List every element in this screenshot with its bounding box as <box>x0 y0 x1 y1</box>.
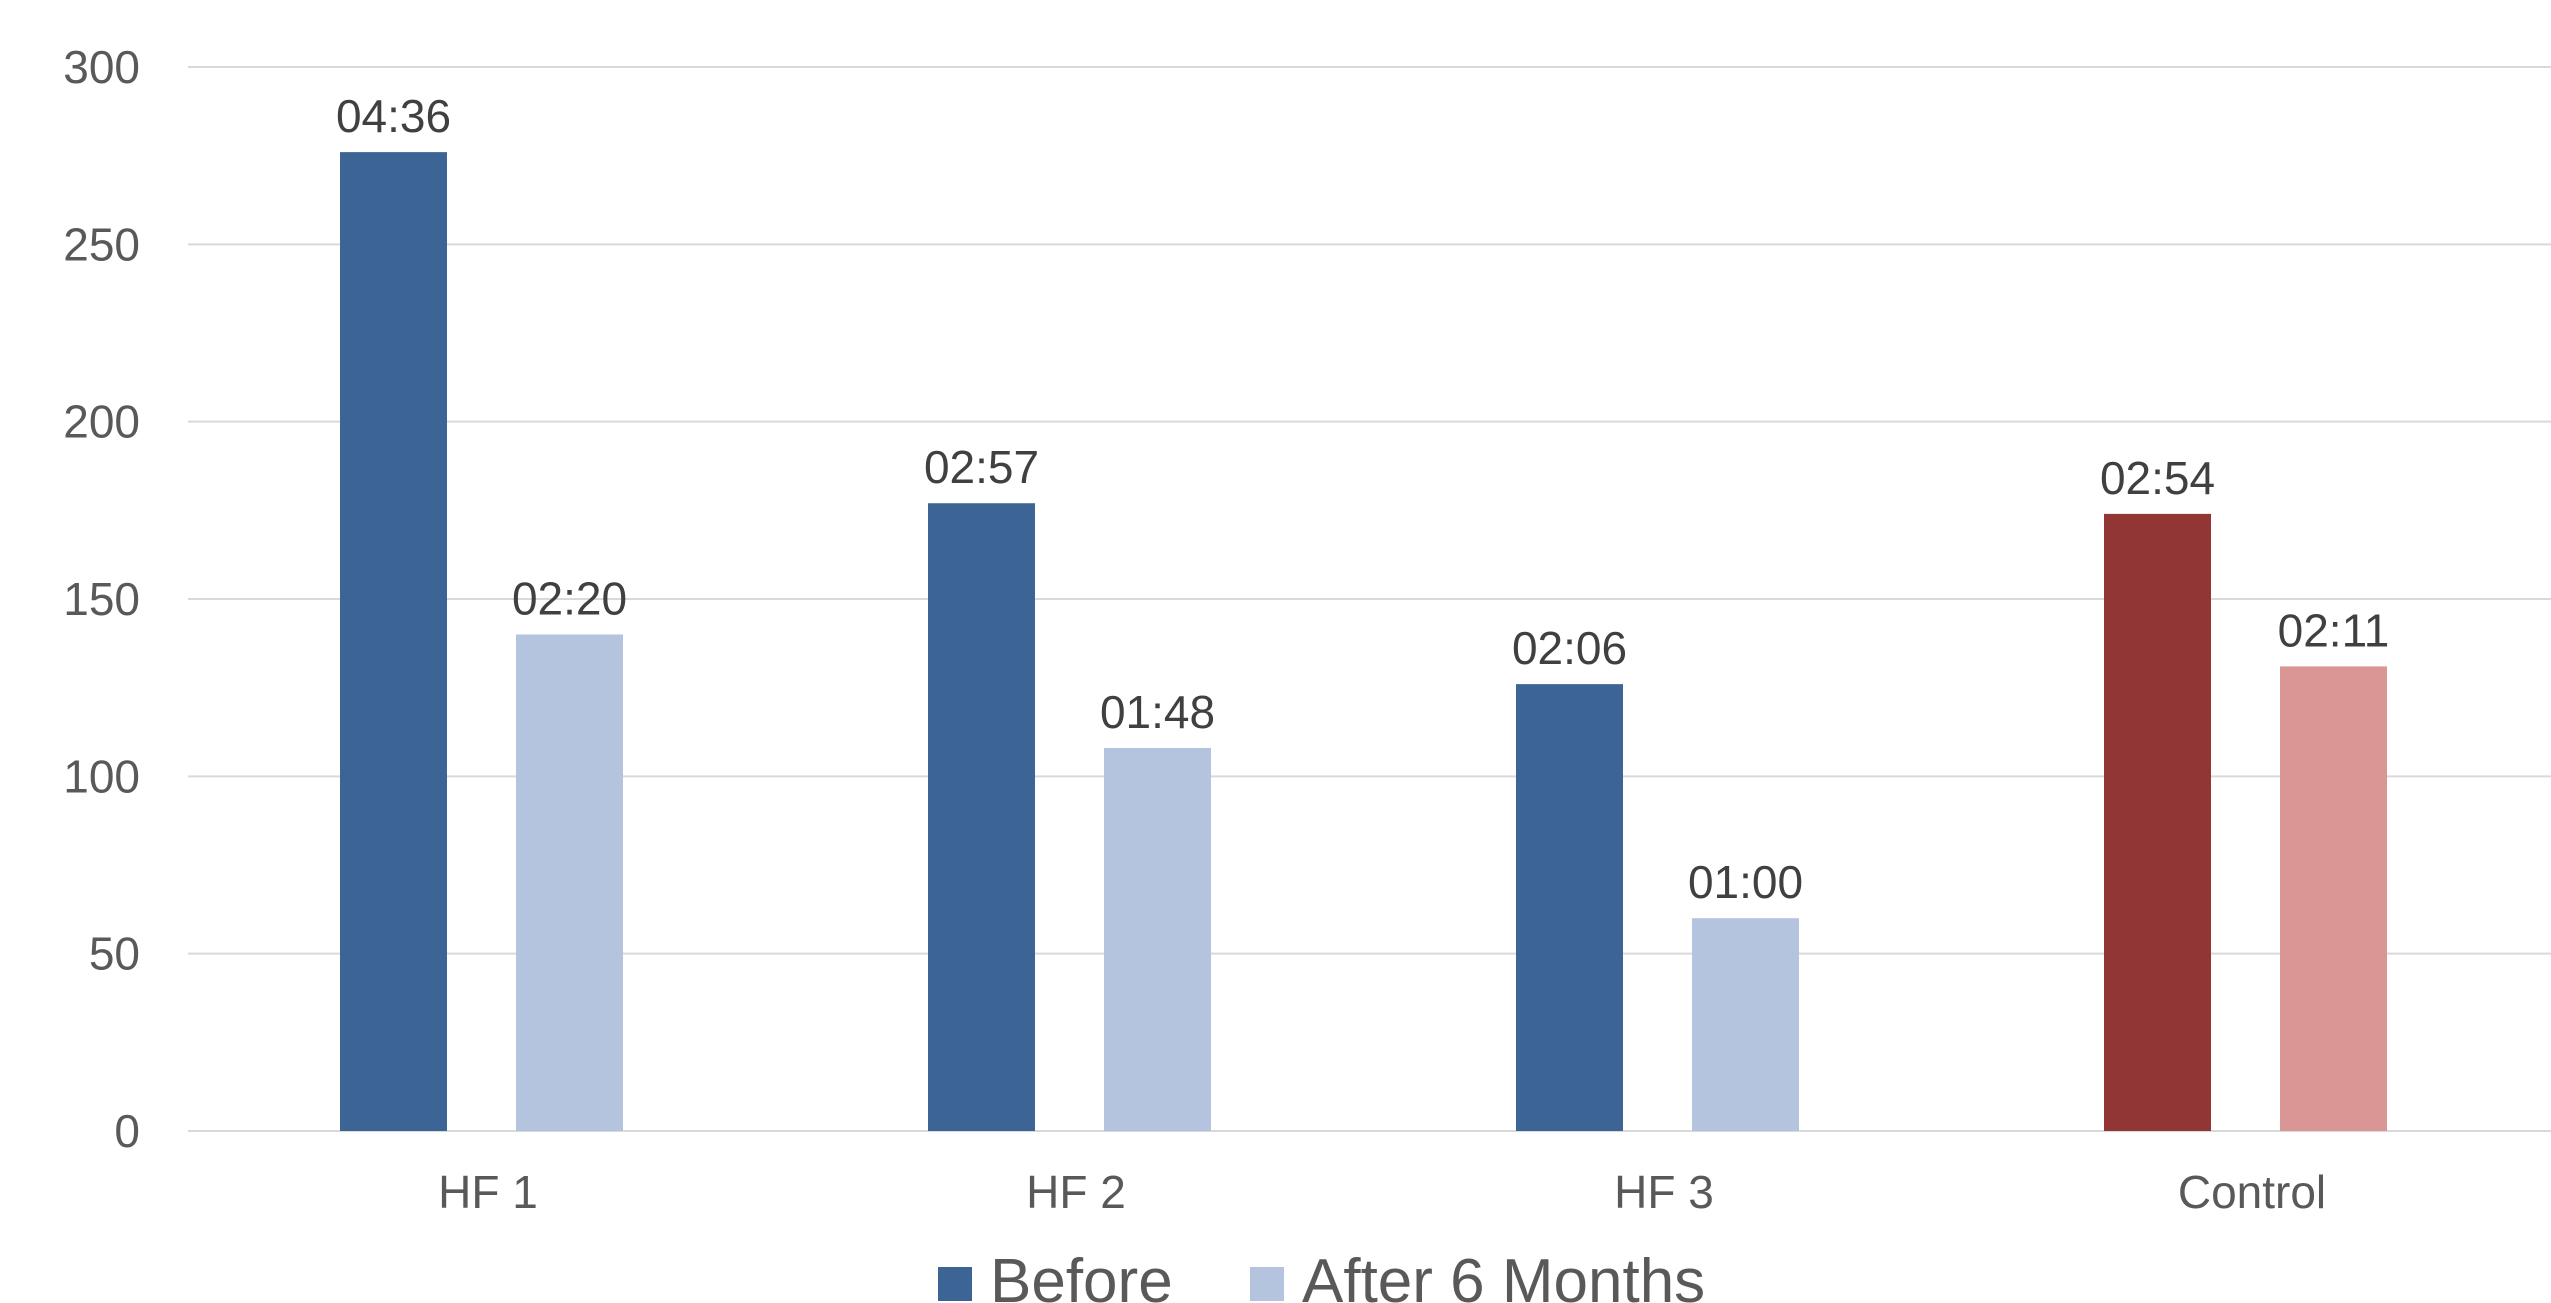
y-tick-label: 250 <box>63 218 140 270</box>
y-tick-label: 100 <box>63 750 140 802</box>
data-label: 02:20 <box>512 572 627 624</box>
bars <box>340 152 2387 1131</box>
legend-label: After 6 Months <box>1302 1247 1705 1303</box>
y-tick-label: 300 <box>63 41 140 93</box>
bar-before-hf3 <box>1516 684 1623 1131</box>
data-label: 04:36 <box>336 90 451 142</box>
bar-after-hf3 <box>1692 918 1799 1131</box>
data-label: 02:54 <box>2100 452 2215 504</box>
y-tick-label: 0 <box>114 1105 140 1157</box>
y-tick-label: 50 <box>89 928 140 980</box>
data-label: 02:11 <box>2278 604 2390 656</box>
bar-before-hf2 <box>928 503 1035 1131</box>
y-axis-tick-labels: 0 50 100 150 200 250 300 <box>63 41 140 1157</box>
y-tick-label: 150 <box>63 573 140 625</box>
category-label: Control <box>2178 1166 2326 1218</box>
data-labels: 04:36 02:20 02:57 01:48 02:06 01:00 02:54 02:11 <box>336 90 2389 908</box>
bar-before-hf1 <box>340 152 447 1131</box>
bar-before-control <box>2104 513 2211 1131</box>
data-label: 01:48 <box>1100 686 1215 738</box>
bar-after-control <box>2280 666 2387 1131</box>
bar-after-hf2 <box>1104 747 1211 1131</box>
bar-after-hf1 <box>516 634 623 1131</box>
legend-swatch <box>1250 1267 1284 1301</box>
legend: Before After 6 Months <box>938 1247 1705 1303</box>
category-label: HF 3 <box>1614 1166 1714 1218</box>
legend-swatch <box>938 1267 972 1301</box>
legend-label: Before <box>990 1247 1173 1303</box>
category-label: HF 1 <box>438 1166 538 1218</box>
data-label: 02:57 <box>924 441 1039 493</box>
data-label: 01:00 <box>1688 856 1803 908</box>
category-label: HF 2 <box>1026 1166 1126 1218</box>
x-axis-category-labels: HF 1 HF 2 HF 3 Control <box>438 1166 2326 1218</box>
data-label: 02:06 <box>1512 622 1627 674</box>
y-tick-label: 200 <box>63 396 140 448</box>
